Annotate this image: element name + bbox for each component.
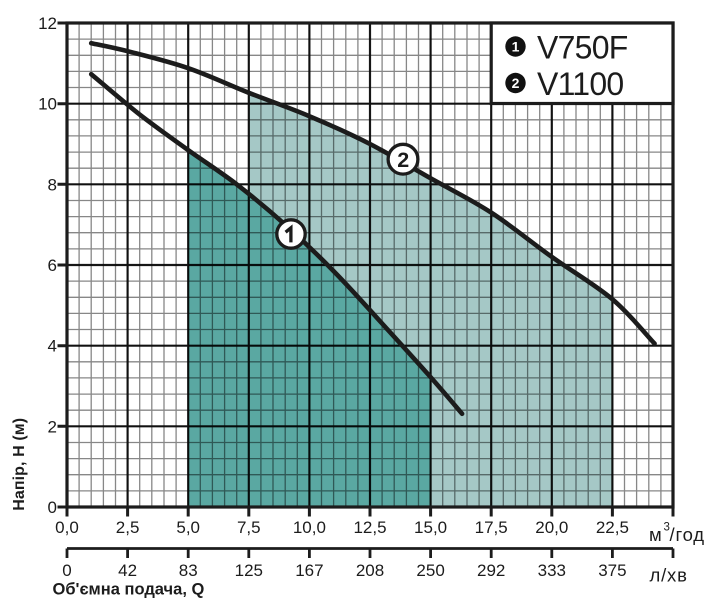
svg-text:3: 3 [664, 522, 670, 534]
svg-text:22,5: 22,5 [596, 518, 629, 537]
svg-text:12: 12 [38, 14, 57, 33]
svg-text:0: 0 [48, 498, 57, 517]
svg-text:10: 10 [38, 95, 57, 114]
svg-text:1: 1 [512, 39, 520, 55]
svg-text:6: 6 [48, 256, 57, 275]
svg-text:2: 2 [397, 148, 409, 172]
svg-text:2: 2 [512, 75, 520, 91]
svg-text:0: 0 [62, 561, 71, 580]
svg-text:12,5: 12,5 [353, 518, 386, 537]
svg-text:5,0: 5,0 [176, 518, 200, 537]
svg-text:Об'ємна подача, Q: Об'ємна подача, Q [53, 581, 205, 599]
svg-text:V750F: V750F [537, 30, 628, 66]
svg-text:2,5: 2,5 [116, 518, 140, 537]
svg-text:4: 4 [48, 337, 57, 356]
svg-text:2: 2 [48, 417, 57, 436]
svg-text:м: м [649, 524, 663, 545]
svg-text:292: 292 [477, 561, 505, 580]
svg-text:250: 250 [416, 561, 444, 580]
svg-text:208: 208 [356, 561, 384, 580]
svg-text:0,0: 0,0 [55, 518, 79, 537]
svg-text:167: 167 [295, 561, 323, 580]
svg-text:83: 83 [179, 561, 198, 580]
svg-text:20,0: 20,0 [535, 518, 568, 537]
svg-text:л/хв: л/хв [650, 565, 688, 586]
svg-text:Напір, Н (м): Напір, Н (м) [11, 418, 28, 511]
svg-text:/год: /год [670, 524, 705, 545]
svg-text:15,0: 15,0 [414, 518, 447, 537]
svg-text:7,5: 7,5 [237, 518, 261, 537]
svg-text:125: 125 [235, 561, 263, 580]
svg-text:333: 333 [538, 561, 566, 580]
svg-text:17,5: 17,5 [475, 518, 508, 537]
svg-text:42: 42 [118, 561, 137, 580]
svg-text:V1100: V1100 [537, 66, 623, 102]
svg-text:375: 375 [598, 561, 626, 580]
svg-text:8: 8 [48, 175, 57, 194]
svg-text:10,0: 10,0 [293, 518, 326, 537]
